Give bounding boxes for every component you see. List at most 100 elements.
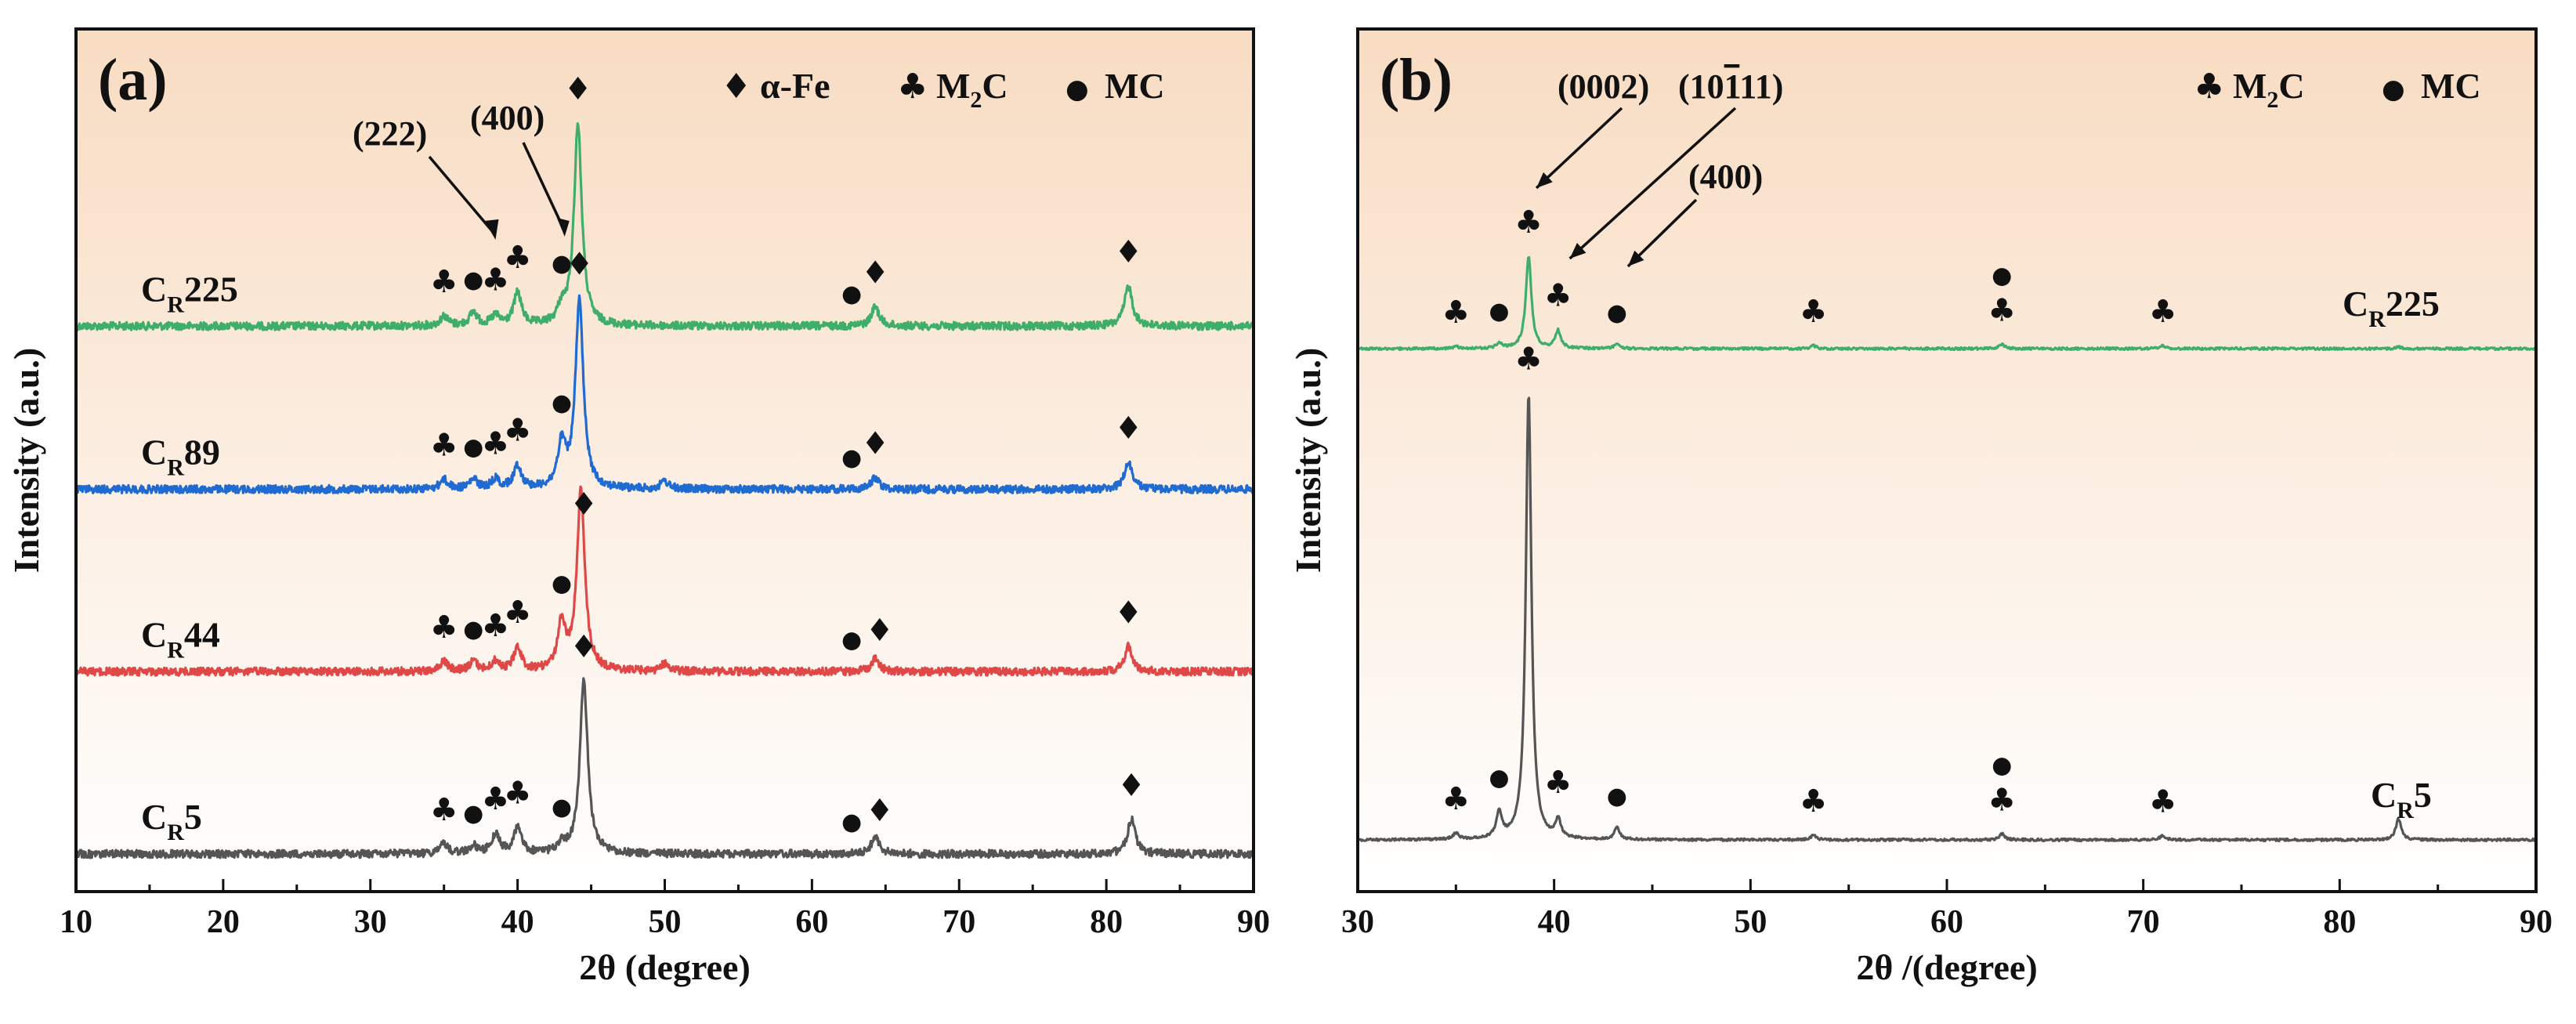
x-tick-label: 90	[1237, 904, 1270, 940]
legend-label: MC	[2421, 66, 2481, 106]
peak-marker: ♦	[861, 255, 889, 291]
series-line-CR5	[1357, 396, 2538, 843]
peak-marker: ●	[552, 389, 572, 417]
series-line-CR44	[74, 485, 1255, 677]
peak-marker: ♣	[1442, 781, 1470, 817]
x-tick-label: 70	[2127, 904, 2160, 940]
peak-marker: ♦	[1114, 595, 1142, 631]
annotation-arrowhead	[556, 218, 570, 237]
series-label-CR44: CR44	[141, 614, 220, 663]
series-label-CR5: CR5	[2371, 775, 2432, 823]
peak-marker: ♣	[482, 262, 510, 298]
legend: ♣ M2C ● MC	[2194, 66, 2481, 113]
x-tick-label: 70	[942, 904, 975, 940]
peak-marker: ♣	[504, 595, 532, 631]
series-line-CR225	[1357, 255, 2537, 352]
peak-marker: ♦	[1117, 768, 1145, 804]
plot-background	[76, 29, 1254, 892]
legend-symbol: ♣	[2194, 67, 2224, 107]
annotation-400: (400)	[1688, 157, 1763, 196]
x-tick-label: 30	[354, 904, 387, 940]
peak-marker: ♦	[570, 629, 598, 665]
series-CR5: ♣ ● ♣ ♣ ● ♣ ♣ ● ♣ CR5	[1357, 341, 2538, 843]
annotation-arrow	[428, 155, 497, 237]
annotation-arrowhead	[484, 219, 499, 240]
peak-marker: ♣	[430, 610, 458, 646]
series-line-CR5	[74, 677, 1255, 859]
x-tick-label: 80	[1090, 904, 1123, 940]
peak-marker: ♣	[1988, 782, 2016, 818]
annotation-1011: (10111)	[1678, 67, 1783, 106]
peak-marker: ♣	[1800, 783, 1828, 820]
peak-marker: ●	[1992, 262, 2012, 289]
annotation-arrow	[522, 142, 566, 232]
x-axis: 10 20 30 40 50 60 70 80 90 2θ (degree)	[60, 879, 1270, 987]
peak-marker: ●	[1489, 298, 1509, 325]
peak-marker: ●	[552, 794, 572, 821]
peak-marker: ●	[841, 626, 862, 653]
peak-marker: ●	[552, 250, 572, 277]
x-tick-label: 50	[649, 904, 682, 940]
peak-marker: ♣	[1544, 765, 1572, 801]
peak-marker: ♣	[430, 792, 458, 828]
x-tick-label: 20	[207, 904, 240, 940]
peak-marker: ●	[463, 433, 483, 461]
x-tick-label: 40	[501, 904, 534, 940]
x-tick-label: 30	[1341, 904, 1374, 940]
x-tick-label: 50	[1734, 904, 1767, 940]
peak-marker: ♦	[1114, 411, 1142, 447]
legend-symbol: ♣	[897, 67, 928, 107]
peak-marker: ♦	[570, 487, 598, 523]
panel-label: (a)	[98, 47, 168, 113]
peak-marker: ♣	[1442, 295, 1470, 331]
series-line-CR89	[75, 294, 1255, 495]
peak-marker: ♣	[1514, 341, 1543, 377]
peak-marker: ♣	[430, 264, 458, 300]
peak-marker: ●	[1992, 751, 2012, 779]
legend: ♦ α-Fe ♣ M2C ● MC	[721, 66, 1165, 113]
legend-label: M2C	[936, 66, 1008, 113]
annotation-400: (400)	[470, 99, 545, 137]
peak-marker: ●	[1489, 764, 1509, 791]
x-axis-label: 2θ (degree)	[579, 947, 751, 987]
x-tick-label: 60	[1930, 904, 1963, 940]
series-CR225: ♣ ●♣♣ ●♦●♦♦CR225	[74, 71, 1255, 331]
peak-marker: ●	[552, 570, 572, 598]
y-axis-label: Intensity (a.u.)	[1288, 348, 1328, 574]
peak-marker: ♣	[482, 425, 510, 461]
peak-marker: ●	[463, 616, 483, 643]
series-CR225: ♣ ● ♣ ♣ ● ♣ ♣ ● ♣ CR225	[1357, 204, 2537, 352]
peak-marker: ●	[463, 800, 483, 827]
peak-marker: ♣	[482, 781, 510, 817]
legend-label: M2C	[2233, 66, 2305, 113]
peak-marker: ♦	[566, 247, 594, 283]
x-tick-label: 90	[2520, 904, 2552, 940]
series-line-CR225	[74, 122, 1255, 331]
plot-background	[1358, 29, 2536, 892]
peak-marker: ♣	[2149, 294, 2177, 330]
peak-marker: ♣	[504, 412, 532, 448]
annotation-222: (222)	[353, 114, 427, 153]
legend-symbol: ●	[2382, 74, 2405, 105]
x-tick-label: 80	[2323, 904, 2356, 940]
peak-marker: ●	[841, 809, 862, 836]
series-label-CR225: CR225	[2343, 284, 2440, 332]
peak-marker: ♦	[564, 71, 592, 107]
peak-marker: ♦	[1114, 234, 1142, 270]
x-tick-label: 60	[795, 904, 828, 940]
peak-marker: ♣	[1800, 294, 1828, 330]
peak-marker: ♣	[504, 240, 532, 276]
legend-symbol: ●	[1065, 74, 1089, 105]
series-CR44: ♣ ●♣♣●♦● ♦ ♦CR44	[74, 485, 1255, 677]
series-label-CR89: CR89	[141, 432, 220, 481]
annotation-arrow	[1568, 107, 1737, 260]
peak-marker: ♣	[2149, 783, 2177, 820]
annotation-arrowhead	[1569, 243, 1586, 259]
peak-marker: ♣	[504, 776, 532, 812]
peak-marker: ♣	[1988, 292, 2016, 328]
peak-marker: ●	[463, 266, 483, 294]
peak-marker: ♦	[861, 426, 889, 462]
panel-label: (b)	[1380, 47, 1453, 113]
y-axis-label: Intensity (a.u.)	[6, 348, 46, 574]
